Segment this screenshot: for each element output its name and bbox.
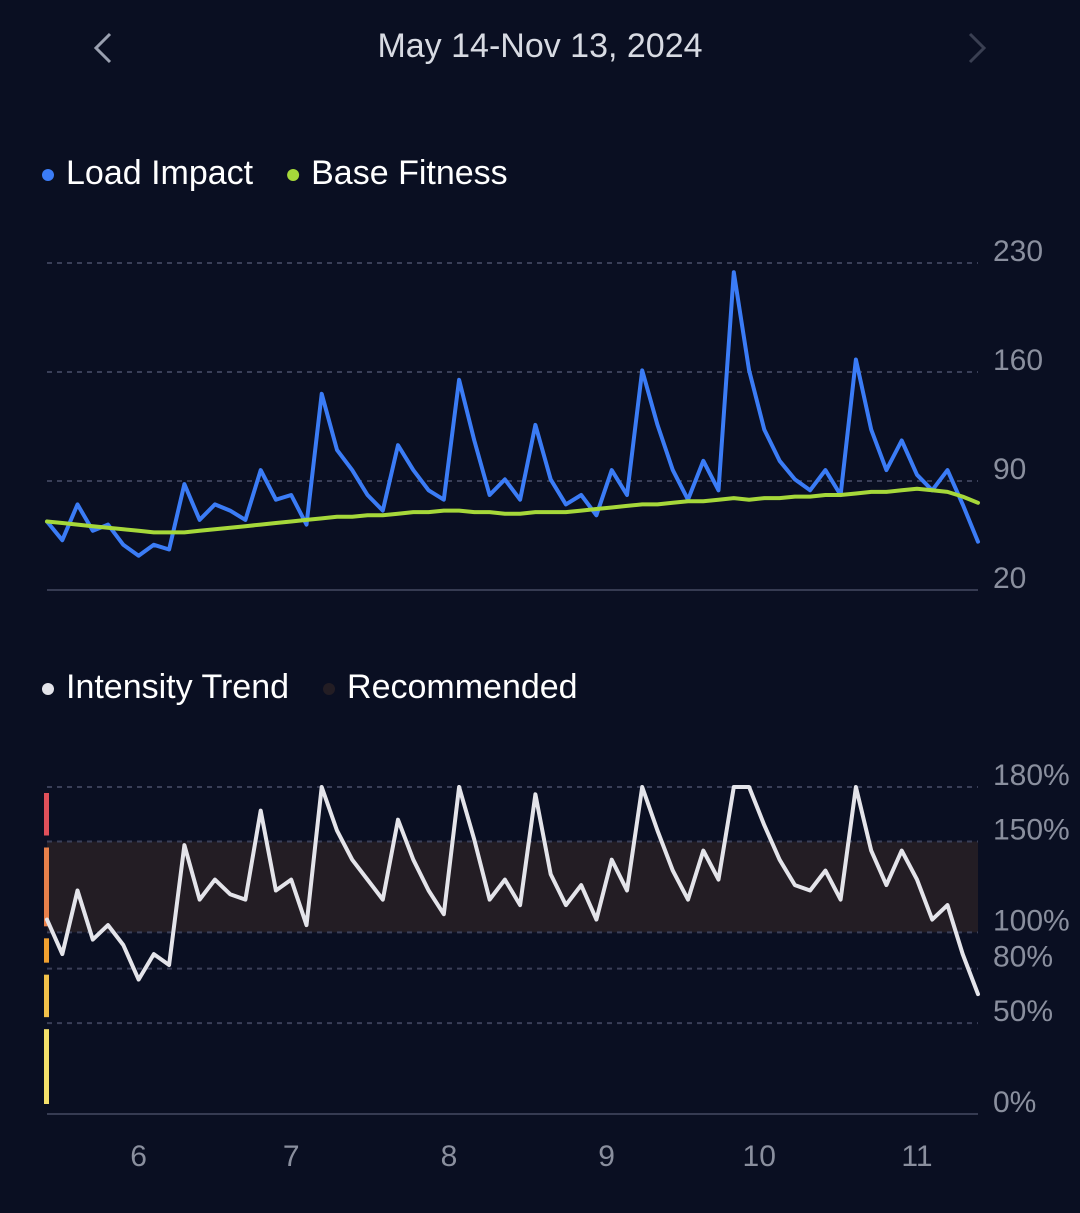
legend-label: Recommended bbox=[347, 668, 578, 706]
x-tick-label: 6 bbox=[130, 1140, 147, 1173]
y-tick-label: 80% bbox=[993, 941, 1053, 974]
y-tick-label: 90 bbox=[993, 453, 1026, 486]
x-tick-label: 11 bbox=[901, 1140, 932, 1173]
legend-label: Intensity Trend bbox=[66, 668, 289, 706]
series-line bbox=[45, 270, 980, 558]
zone-bar bbox=[44, 974, 49, 1018]
x-tick-label: 10 bbox=[743, 1140, 776, 1173]
legend-dot bbox=[323, 683, 336, 695]
next-button[interactable] bbox=[968, 32, 987, 64]
legend-dot bbox=[287, 169, 300, 181]
legend-dot bbox=[42, 683, 54, 695]
y-tick-label: 20 bbox=[993, 562, 1026, 595]
zone-bar bbox=[44, 847, 49, 927]
y-tick-label: 100% bbox=[993, 904, 1070, 937]
prev-button[interactable] bbox=[93, 32, 112, 64]
legend-label: Load Impact bbox=[66, 154, 254, 192]
date-range: May 14-Nov 13, 2024 bbox=[377, 27, 702, 65]
recommended-band bbox=[47, 841, 978, 933]
legend-dot bbox=[42, 169, 54, 181]
y-tick-label: 230 bbox=[993, 235, 1043, 268]
y-tick-label: 50% bbox=[993, 995, 1053, 1028]
legend-label: Base Fitness bbox=[311, 154, 508, 192]
y-tick-label: 0% bbox=[993, 1086, 1036, 1119]
series-line bbox=[45, 785, 980, 997]
x-tick-label: 9 bbox=[598, 1140, 615, 1173]
series-line bbox=[45, 486, 980, 535]
y-tick-label: 150% bbox=[993, 813, 1070, 846]
x-tick-label: 8 bbox=[441, 1140, 458, 1173]
y-tick-label: 160 bbox=[993, 344, 1043, 377]
zone-bar bbox=[44, 793, 49, 836]
zone-bar bbox=[44, 938, 49, 963]
zone-bar bbox=[44, 1029, 49, 1104]
y-tick-label: 180% bbox=[993, 759, 1070, 792]
x-tick-label: 7 bbox=[283, 1140, 300, 1173]
